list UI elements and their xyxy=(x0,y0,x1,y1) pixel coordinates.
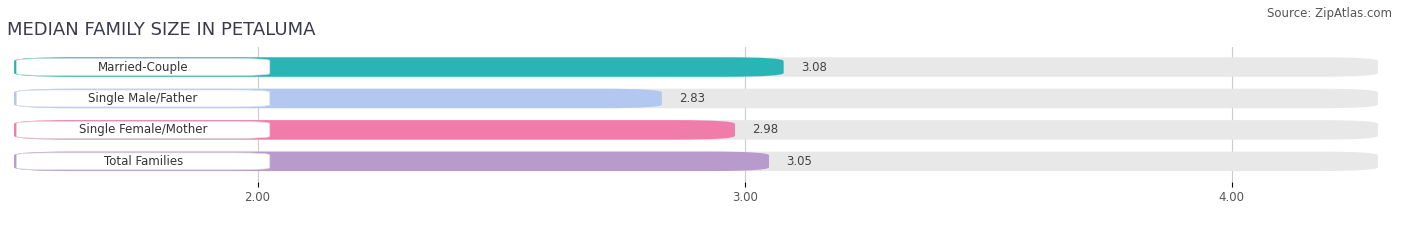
FancyBboxPatch shape xyxy=(17,90,270,107)
FancyBboxPatch shape xyxy=(14,120,1378,140)
Text: 2.83: 2.83 xyxy=(679,92,704,105)
Text: Single Male/Father: Single Male/Father xyxy=(89,92,198,105)
FancyBboxPatch shape xyxy=(14,57,1378,77)
Text: Married-Couple: Married-Couple xyxy=(98,61,188,74)
FancyBboxPatch shape xyxy=(14,57,783,77)
Text: Source: ZipAtlas.com: Source: ZipAtlas.com xyxy=(1267,7,1392,20)
FancyBboxPatch shape xyxy=(17,153,270,170)
Text: 3.05: 3.05 xyxy=(786,155,811,168)
FancyBboxPatch shape xyxy=(14,152,1378,171)
Text: 3.08: 3.08 xyxy=(800,61,827,74)
FancyBboxPatch shape xyxy=(14,120,735,140)
FancyBboxPatch shape xyxy=(14,89,1378,108)
FancyBboxPatch shape xyxy=(17,58,270,75)
FancyBboxPatch shape xyxy=(14,152,769,171)
Text: Total Families: Total Families xyxy=(104,155,183,168)
Text: 2.98: 2.98 xyxy=(752,123,778,136)
FancyBboxPatch shape xyxy=(17,121,270,138)
FancyBboxPatch shape xyxy=(14,89,662,108)
Text: MEDIAN FAMILY SIZE IN PETALUMA: MEDIAN FAMILY SIZE IN PETALUMA xyxy=(7,21,316,39)
Text: Single Female/Mother: Single Female/Mother xyxy=(79,123,208,136)
